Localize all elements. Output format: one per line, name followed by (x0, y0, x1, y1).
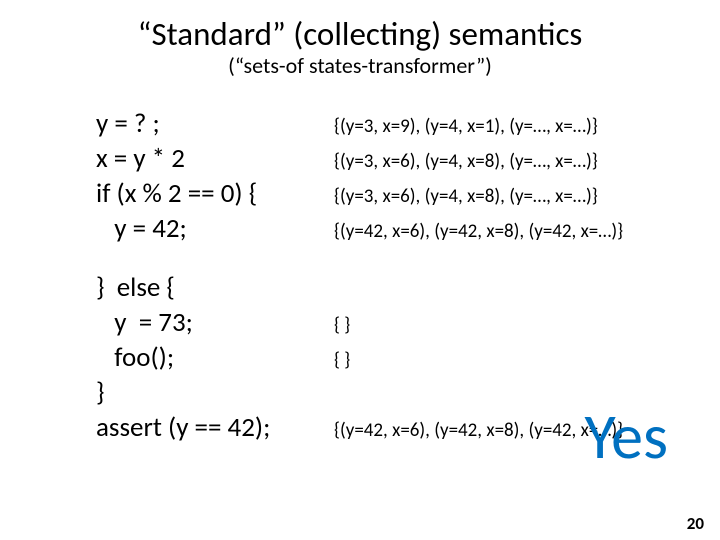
code-text: y = 42; (96, 212, 334, 245)
state-text: {(y=3, x=6), (y=4, x=8), (y=…, x=…)} (334, 185, 598, 208)
code-text: foo(); (96, 341, 334, 374)
state-text: {(y=3, x=9), (y=4, x=1), (y=…, x=…)} (334, 115, 598, 138)
code-row: foo(); { } (96, 341, 680, 374)
slide-subtitle: (“sets-of states-transformer”) (40, 52, 680, 79)
spacer (96, 247, 680, 271)
content-area: y = ? ; {(y=3, x=9), (y=4, x=1), (y=…, x… (40, 107, 680, 444)
state-text: { } (334, 349, 350, 372)
code-text: x = y * 2 (96, 142, 334, 175)
code-text: } else { (96, 271, 334, 304)
code-text: y = ? ; (96, 107, 334, 140)
code-text: y = 73; (96, 306, 334, 339)
page-number: 20 (687, 513, 704, 534)
code-row: y = 42; {(y=42, x=6), (y=42, x=8), (y=42… (96, 212, 680, 245)
slide-title: “Standard” (collecting) semantics (40, 14, 680, 54)
code-row: if (x % 2 == 0) { {(y=3, x=6), (y=4, x=8… (96, 177, 680, 210)
state-text: {(y=42, x=6), (y=42, x=8), (y=42, x=…)} (334, 220, 623, 243)
state-text: {(y=3, x=6), (y=4, x=8), (y=…, x=…)} (334, 150, 598, 173)
state-text: { } (334, 314, 350, 337)
code-text: assert (y == 42); (96, 411, 334, 444)
yes-label: Yes (585, 398, 668, 476)
code-row: } else { (96, 271, 680, 304)
state-text: {(y=42, x=6), (y=42, x=8), (y=42, x=…)} (334, 419, 623, 442)
code-text: } (96, 376, 334, 409)
slide: “Standard” (collecting) semantics (“sets… (0, 0, 720, 540)
code-text: if (x % 2 == 0) { (96, 177, 334, 210)
code-row: y = 73; { } (96, 306, 680, 339)
code-row: x = y * 2 {(y=3, x=6), (y=4, x=8), (y=…,… (96, 142, 680, 175)
code-row: y = ? ; {(y=3, x=9), (y=4, x=1), (y=…, x… (96, 107, 680, 140)
